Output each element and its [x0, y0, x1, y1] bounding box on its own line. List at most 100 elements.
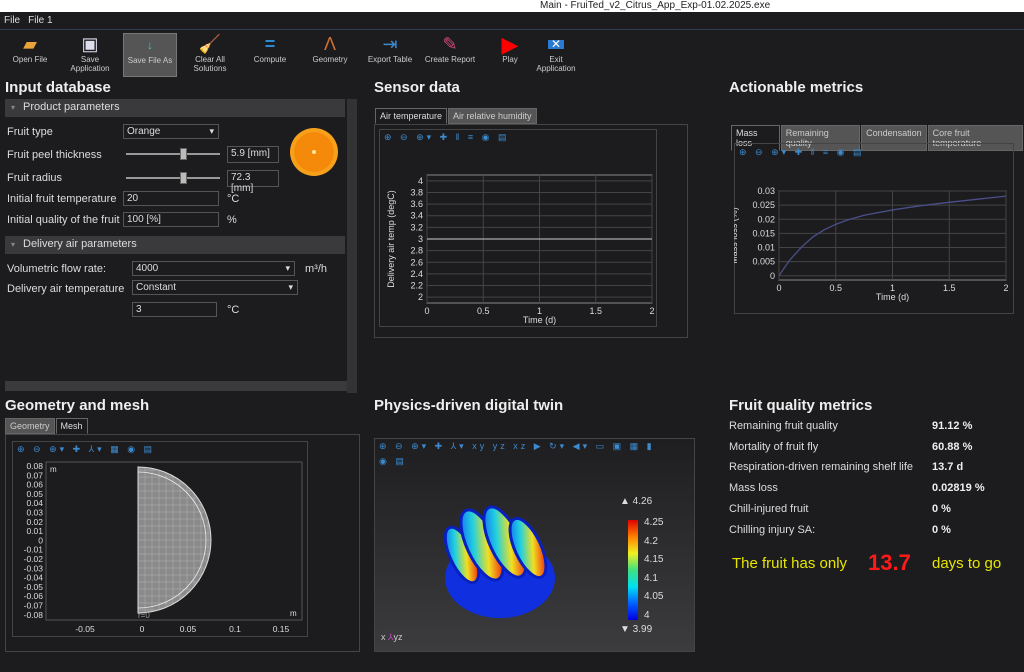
y-tick-label: 0.08 [26, 461, 43, 471]
metric-label: Remaining fruit quality [729, 420, 838, 432]
scrollbar[interactable] [347, 99, 357, 393]
message-suffix: days to go [932, 555, 1002, 572]
tab-mesh[interactable]: Mesh [55, 418, 88, 434]
y-tick-label: 0.04 [26, 498, 43, 508]
button-label: Export Table [367, 55, 413, 64]
y-tick-label: 0.01 [26, 526, 43, 536]
fruit-radius-slider[interactable] [126, 171, 220, 185]
initial-temp-field[interactable]: 20 [123, 191, 219, 206]
input-database-title: Input database [5, 79, 111, 96]
axis-triad: x ⅄yz [381, 632, 403, 643]
geometry-panel [5, 434, 360, 652]
button-label: Geometry [312, 55, 348, 64]
y-tick-label: -0.08 [24, 610, 44, 620]
y-tick-label: 2.2 [410, 281, 423, 291]
plot-toolbar[interactable]: ⊕ ⊖ ⊕▾ ✚ ⅄▾ ▦ ◉ ▤ [17, 444, 156, 454]
flow-rate-unit: m³/h [305, 263, 327, 275]
x-tick-label: 0 [140, 624, 145, 634]
camera-print-tools[interactable]: ◉ ▤ [379, 456, 407, 466]
mass-loss-chart: 0 0.5 1 1.5 2 0 0.005 0.01 0.015 0.02 0.025 0.03 Tim… [734, 186, 1009, 302]
x-tick-label: 1.5 [943, 283, 956, 293]
plot-toolbar[interactable]: ⊕ ⊖ ⊕▾ ✚ ‖ ≡ ◉ ▤ [739, 147, 865, 157]
metric-label: Chill-injured fruit [729, 502, 809, 515]
y-tick-label: 0.005 [752, 257, 775, 267]
slider-thumb[interactable] [179, 172, 187, 184]
exit-icon: ✕ [529, 33, 583, 55]
plot-toolbar[interactable]: ⊕ ⊖ ⊕▾ ✚ ‖ ≡ ◉ ▤ [384, 132, 510, 142]
metric-value: 0 % [932, 523, 951, 536]
x-tick-label: 1.5 [589, 306, 602, 316]
y-tick-label: -0.07 [24, 601, 44, 611]
save-application-button[interactable]: ▣ Save Application [63, 33, 117, 77]
y-tick-label: 4 [418, 176, 423, 186]
metric-label: Chilling injury SA: [729, 523, 816, 536]
toolbar: ▰ Open File ▣ Save Application ↓ Save File … [0, 31, 1024, 79]
max-value: ▲ 4.26 [620, 496, 653, 507]
tab-condensation[interactable]: Condensation [861, 125, 927, 151]
y-axis-label: Mass loss (%) [734, 207, 739, 264]
export-table-button[interactable]: ⇥ Export Table [363, 33, 417, 77]
geometry-button[interactable]: Ʌ Geometry [303, 33, 357, 77]
3d-toolbar[interactable]: ⊕ ⊖ ⊕▾ ✚ ⅄▾ xy yz xz ▶ ↻▾ ◀▾ ▭ ▣ ▦ ▮ [379, 441, 655, 451]
save-as-icon: ↓ [147, 37, 153, 52]
y-tick-label: 3.8 [410, 187, 423, 197]
export-icon: ⇥ [382, 33, 398, 54]
x-tick-label: 0.5 [829, 283, 842, 293]
fruit-type-select[interactable]: Orange [123, 124, 219, 139]
metric-label: Respiration-driven remaining shelf life [729, 461, 914, 474]
menu-file-1[interactable]: File 1 [28, 15, 53, 26]
menu-bar: File File 1 [0, 12, 1024, 30]
button-label: Create Report [424, 55, 476, 64]
equals-icon: = [264, 33, 276, 54]
air-temp-field[interactable]: 3 [132, 302, 217, 317]
legend-label: 4.1 [644, 572, 658, 584]
product-parameters-section[interactable]: Product parameters [5, 99, 345, 117]
legend-label: 4.2 [644, 535, 658, 547]
mesh-lines [138, 467, 211, 613]
y-tick-label: 0.01 [757, 243, 775, 253]
menu-file[interactable]: File [4, 15, 21, 26]
x-tick-label: 0.1 [229, 624, 241, 634]
metric-value: 91.12 % [932, 420, 973, 432]
initial-quality-field[interactable]: 100 [%] [123, 212, 219, 227]
y-tick-label: -0.05 [24, 582, 44, 592]
peel-thickness-field[interactable]: 5.9 [mm] [227, 146, 279, 163]
y-tick-label: 0 [38, 535, 43, 545]
fruit-radius-field[interactable]: 72.3 [mm] [227, 170, 279, 194]
y-tick-label: 0.025 [752, 200, 775, 210]
x-tick-label: 1 [890, 283, 895, 293]
tab-geometry[interactable]: Geometry [5, 418, 55, 434]
report-icon: ✎ [442, 33, 458, 54]
folder-icon: ▰ [23, 33, 37, 54]
x-tick-label: 2 [649, 306, 654, 316]
delivery-air-section[interactable]: Delivery air parameters [5, 236, 345, 254]
horizontal-scrollbar[interactable] [5, 381, 347, 391]
button-label: Exit Application [536, 55, 576, 73]
clear-all-solutions-button[interactable]: 🧹 Clear All Solutions [183, 33, 237, 77]
initial-temp-label: Initial fruit temperature [7, 193, 117, 205]
slider-thumb[interactable] [179, 148, 187, 160]
tab-air-temperature[interactable]: Air temperature [375, 108, 448, 124]
axis-label: r=0 [138, 611, 150, 620]
tab-air-humidity[interactable]: Air relative humidity [448, 108, 537, 124]
compute-button[interactable]: = Compute [243, 33, 297, 77]
mass-loss-plot-frame [734, 143, 1014, 314]
air-temp-select[interactable]: Constant [132, 280, 298, 295]
open-file-button[interactable]: ▰ Open File [3, 33, 57, 77]
flow-rate-select[interactable]: 4000 [132, 261, 295, 276]
initial-temp-unit: °C [227, 193, 240, 205]
y-tick-label: 0 [770, 271, 775, 281]
save-file-as-button[interactable]: ↓ Save File As [123, 33, 177, 77]
button-label: Clear All Solutions [193, 55, 227, 73]
air-temp-label: Delivery air temperature [7, 283, 125, 295]
x-tick-label: -0.05 [75, 624, 95, 634]
mesh-plot-frame [12, 441, 308, 637]
play-icon: ▶ [501, 31, 519, 57]
legend-label: 4.15 [644, 554, 664, 565]
peel-thickness-slider[interactable] [126, 147, 220, 161]
axis-z: z [398, 632, 403, 642]
play-button[interactable]: ▶ Play [483, 33, 537, 77]
title-bar: Main - FruiTed_v2_Citrus_App_Exp-01.02.2… [0, 0, 1024, 12]
exit-application-button[interactable]: ✕ Exit Application [529, 33, 583, 77]
create-report-button[interactable]: ✎ Create Report [423, 33, 477, 77]
